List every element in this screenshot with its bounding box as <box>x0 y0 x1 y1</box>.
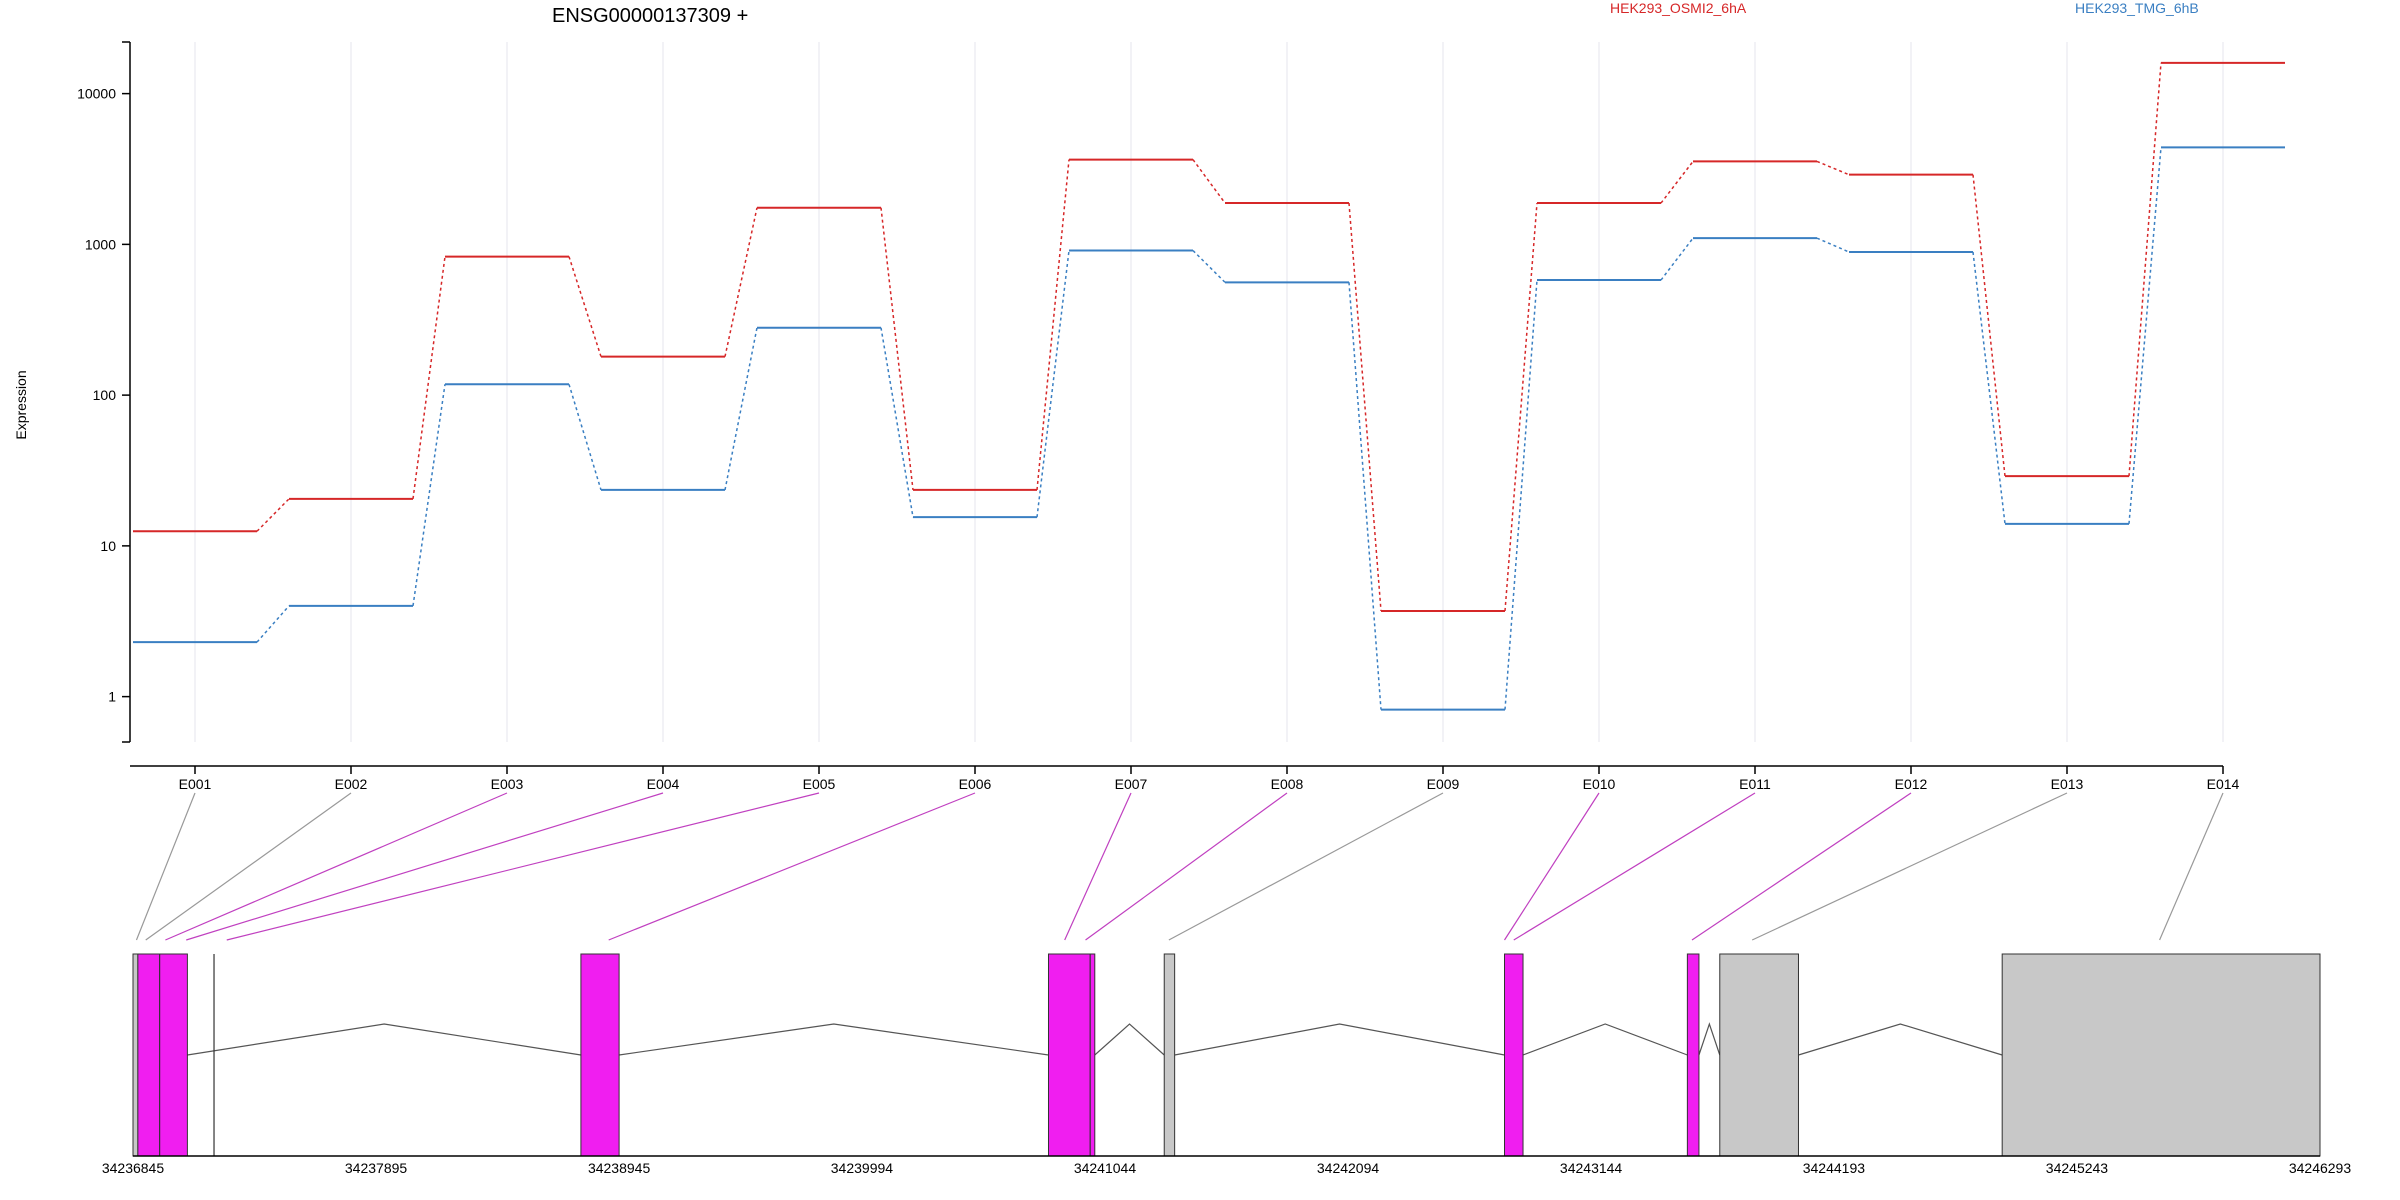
link-E005 <box>226 792 820 941</box>
intron-4 <box>1174 1023 1505 1056</box>
series-1-connector-E010 <box>1660 160 1694 204</box>
coord-tick-label-8: 34245243 <box>2046 1160 2109 1176</box>
series-1-connector-E008 <box>1348 202 1382 612</box>
gene-model <box>132 953 2321 1157</box>
intron-1 <box>187 1023 582 1056</box>
series-1-connector-E001 <box>256 498 290 532</box>
y-tick-label-2: 100 <box>93 387 117 403</box>
exon-connector-lines <box>135 792 2224 941</box>
coord-tick-label-3: 34239994 <box>831 1160 894 1176</box>
intron-5 <box>1522 1023 1688 1056</box>
coord-tick-label-0: 34236845 <box>102 1160 165 1176</box>
coord-tick-label-7: 34244193 <box>1803 1160 1866 1176</box>
legend-series-2: HEK293_TMG_6hB <box>2075 0 2199 16</box>
series-1-connector-E011 <box>1816 160 1850 176</box>
grid-lines <box>194 42 2224 742</box>
exon-block-9 <box>2001 953 2321 1157</box>
series-1-connector-E009 <box>1504 202 1538 612</box>
exon-block-7 <box>1686 953 1700 1157</box>
series-1-connector-E013 <box>2128 62 2162 477</box>
y-axis-label: Expression <box>13 370 29 439</box>
exon-block-3 <box>580 953 620 1157</box>
x-tick-label-E005: E005 <box>803 776 836 792</box>
chart-title: ENSG00000137309 + <box>552 5 748 27</box>
series-2-connector-E006 <box>1036 250 1070 518</box>
link-E003 <box>165 792 508 941</box>
link-E010 <box>1503 792 1600 941</box>
series-2-connector-E011 <box>1816 237 1850 253</box>
link-E008 <box>1085 792 1288 941</box>
x-tick-label-E008: E008 <box>1271 776 1304 792</box>
series-2-connector-E007 <box>1192 250 1226 283</box>
link-E001 <box>135 792 196 941</box>
genomic-coordinate-axis: 34236845 34237895 34238945 34239994 34241044… <box>102 1155 2352 1176</box>
y-tick-label-4: 10000 <box>77 86 116 102</box>
intron-2 <box>619 1023 1049 1056</box>
series-2-connector-E001 <box>256 605 290 643</box>
series-1-connector-E003 <box>568 256 602 357</box>
x-tick-label-E011: E011 <box>1739 776 1771 792</box>
x-tick-label-E006: E006 <box>959 776 992 792</box>
series-2 <box>133 146 2285 711</box>
coord-tick-label-2: 34238945 <box>588 1160 651 1176</box>
exon-block-4 <box>1047 953 1096 1157</box>
coord-tick-label-4: 34241044 <box>1074 1160 1137 1176</box>
series-1-connector-E004 <box>724 207 758 357</box>
link-E004 <box>186 792 664 941</box>
y-axis: 1 10 100 1000 10000 <box>77 41 131 743</box>
link-E009 <box>1168 792 1444 941</box>
exon-block-1 <box>132 953 139 1157</box>
series-1-connector-E006 <box>1036 159 1070 491</box>
series-lines <box>133 61 2285 711</box>
series-2-connector-E002 <box>412 384 446 606</box>
x-tick-label-E007: E007 <box>1115 776 1148 792</box>
series-1-connector-E002 <box>412 256 446 499</box>
x-tick-label-E009: E009 <box>1427 776 1460 792</box>
x-tick-label-E012: E012 <box>1895 776 1928 792</box>
intron-7 <box>1798 1023 2003 1056</box>
link-E011 <box>1513 792 1756 941</box>
exon-block-2 <box>137 953 188 1157</box>
link-E012 <box>1691 792 1912 941</box>
series-1 <box>133 61 2285 612</box>
y-tick-label-3: 1000 <box>85 236 116 252</box>
x-tick-label-E001: E001 <box>179 776 212 792</box>
coord-tick-label-6: 34243144 <box>1560 1160 1623 1176</box>
coord-tick-label-1: 34237895 <box>345 1160 408 1176</box>
x-tick-label-E004: E004 <box>647 776 680 792</box>
series-1-connector-E007 <box>1192 159 1226 204</box>
series-2-connector-E008 <box>1348 282 1382 710</box>
exon-block-5 <box>1163 953 1176 1157</box>
link-E014 <box>2159 792 2224 941</box>
coord-tick-label-5: 34242094 <box>1317 1160 1380 1176</box>
series-2-connector-E010 <box>1660 237 1694 281</box>
link-E006 <box>608 792 976 941</box>
exon-block-8 <box>1719 953 1799 1157</box>
coord-tick-label-9: 34246293 <box>2289 1160 2352 1176</box>
x-tick-label-E013: E013 <box>2051 776 2084 792</box>
x-axis: E001 E002 E003 E004 E005 E006 E007 E008 E009 E010… <box>130 765 2240 792</box>
exon-block-6 <box>1504 953 1524 1157</box>
series-2-connector-E003 <box>568 384 602 491</box>
series-1-connector-E005 <box>880 207 914 491</box>
link-E013 <box>1751 792 2068 941</box>
y-tick-label-1: 10 <box>100 538 116 554</box>
x-tick-label-E002: E002 <box>335 776 368 792</box>
x-tick-label-E014: E014 <box>2207 776 2240 792</box>
link-E007 <box>1064 792 1132 941</box>
legend-series-1: HEK293_OSMI2_6hA <box>1610 0 1747 16</box>
intron-3 <box>1094 1023 1165 1056</box>
series-2-connector-E005 <box>880 327 914 518</box>
series-1-connector-E012 <box>1972 174 2006 477</box>
series-2-connector-E013 <box>2128 147 2162 524</box>
series-2-connector-E004 <box>724 327 758 491</box>
x-tick-label-E010: E010 <box>1583 776 1616 792</box>
link-E002 <box>145 792 352 941</box>
y-tick-label-0: 1 <box>108 689 116 705</box>
x-tick-label-E003: E003 <box>491 776 524 792</box>
series-2-connector-E009 <box>1504 279 1538 710</box>
intron-6 <box>1698 1022 1721 1056</box>
series-2-connector-E012 <box>1972 251 2006 524</box>
